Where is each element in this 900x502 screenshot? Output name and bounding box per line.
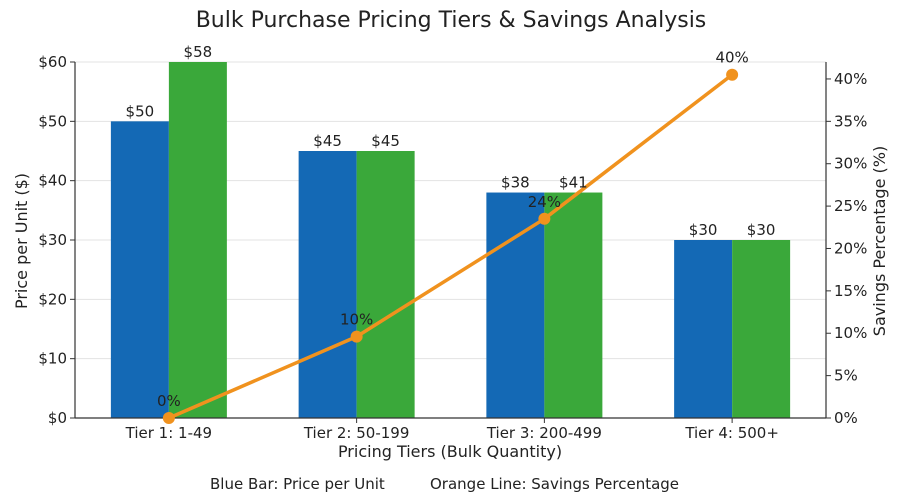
bar bbox=[356, 151, 415, 418]
y2-tick-label: 25% bbox=[834, 197, 867, 215]
bar-value-label: $38 bbox=[501, 174, 530, 192]
bar-value-label: $30 bbox=[747, 221, 776, 239]
chart-title: Bulk Purchase Pricing Tiers & Savings An… bbox=[196, 8, 707, 33]
savings-point bbox=[538, 212, 551, 225]
bar bbox=[298, 151, 357, 418]
savings-point bbox=[726, 68, 739, 81]
bars-layer bbox=[110, 62, 791, 418]
y-tick-label: $20 bbox=[38, 290, 67, 308]
y2-axis-label: Savings Percentage (%) bbox=[870, 146, 889, 336]
bar bbox=[110, 121, 169, 418]
savings-value-label: 40% bbox=[715, 49, 748, 67]
data-labels-layer: $50 $45 $38 $30 $58 $45 $41 $30 0% 10% 24% 40% bbox=[126, 43, 776, 410]
bar-value-label: $45 bbox=[313, 132, 342, 150]
bar bbox=[486, 192, 545, 418]
x-tick-label: Tier 2: 50-199 bbox=[303, 424, 410, 442]
savings-value-label: 24% bbox=[528, 193, 561, 211]
savings-line bbox=[168, 73, 734, 420]
x-tick-label: Tier 4: 500+ bbox=[684, 424, 779, 442]
bar-value-label: $45 bbox=[371, 132, 400, 150]
x-axis-label: Pricing Tiers (Bulk Quantity) bbox=[338, 442, 562, 461]
savings-point bbox=[350, 330, 363, 343]
savings-point bbox=[162, 412, 175, 424]
y2-tick-label: 30% bbox=[834, 155, 867, 173]
y2-tick-label: 10% bbox=[834, 324, 867, 342]
y2-tick-label: 15% bbox=[834, 282, 867, 300]
y2-tick-label: 40% bbox=[834, 70, 867, 88]
y-tick-label: $50 bbox=[38, 112, 67, 130]
bar-value-label: $30 bbox=[689, 221, 718, 239]
y2-tick-label: 0% bbox=[834, 409, 858, 427]
savings-value-label: 0% bbox=[157, 392, 181, 410]
y-tick-label: $60 bbox=[38, 53, 67, 71]
y2-tick-label: 35% bbox=[834, 112, 867, 130]
y-tick-label: $0 bbox=[48, 409, 67, 427]
y-tick-label: $40 bbox=[38, 172, 67, 190]
savings-line-layer bbox=[162, 68, 739, 424]
bar-value-label: $50 bbox=[126, 102, 155, 120]
y-tick-label: $30 bbox=[38, 231, 67, 249]
y2-tick-label: 5% bbox=[834, 367, 858, 385]
y2-tick-label: 20% bbox=[834, 239, 867, 257]
axes-layer: $0 $10 $20 $30 $40 $50 $60 0% 5% 10% 15% 20% 25% 30% 3… bbox=[38, 53, 867, 442]
bar bbox=[732, 240, 791, 418]
legend-line-text: Orange Line: Savings Percentage bbox=[430, 475, 679, 493]
y-axis-label: Price per Unit ($) bbox=[12, 173, 31, 309]
bar-value-label: $58 bbox=[184, 43, 213, 61]
x-tick-label: Tier 3: 200-499 bbox=[486, 424, 602, 442]
bar bbox=[674, 240, 733, 418]
bar bbox=[168, 62, 227, 418]
savings-value-label: 10% bbox=[340, 311, 373, 329]
bar bbox=[544, 192, 603, 418]
legend-bar-text: Blue Bar: Price per Unit bbox=[210, 475, 385, 493]
bar-value-label: $41 bbox=[559, 174, 588, 192]
y-tick-label: $10 bbox=[38, 350, 67, 368]
x-tick-label: Tier 1: 1-49 bbox=[125, 424, 212, 442]
